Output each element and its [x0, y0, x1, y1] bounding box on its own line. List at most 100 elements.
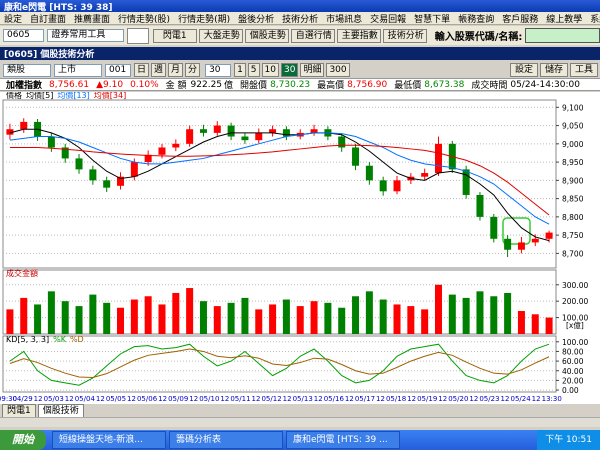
line-series	[9, 132, 550, 225]
scroll-bar	[0, 417, 600, 427]
y-tick-label: 100.00	[562, 314, 588, 323]
x-tick-label: 05/23	[479, 395, 499, 403]
interval-button[interactable]: 10	[261, 63, 279, 77]
candle-body	[365, 165, 373, 181]
action-button[interactable]: 儲存	[539, 63, 568, 77]
period-button[interactable]: 分	[185, 63, 201, 77]
task-item[interactable]: 籌碼分析表	[169, 431, 283, 449]
interval-button[interactable]: 300	[326, 63, 350, 77]
interval-button[interactable]: 30	[280, 63, 299, 77]
taskbar: 開始 短線操盤天地-新浪... 籌碼分析表 康和e閃電 [HTS: 39 ... 下…	[0, 430, 600, 450]
menu-item[interactable]: 交易回報	[370, 14, 407, 25]
action-button[interactable]: 工具	[569, 63, 598, 77]
x-tick-label: 05/09	[168, 395, 188, 403]
menu-item[interactable]: 行情走勢(期)	[178, 14, 231, 25]
y-tick-label: 300.00	[562, 281, 588, 290]
volume-bar	[158, 304, 166, 334]
toolbar-button[interactable]: 自選行情	[290, 28, 335, 43]
market-select[interactable]: 上市	[54, 63, 102, 77]
interval-button[interactable]: 1	[234, 63, 246, 77]
volume-bar	[282, 299, 290, 334]
action-group: 設定 儲存 工具	[509, 63, 600, 77]
candle-body	[434, 143, 442, 174]
legend-entry: 均價[34]	[94, 92, 126, 100]
candle-body	[144, 154, 152, 163]
candle-body	[20, 121, 28, 130]
volume-bar	[310, 301, 318, 334]
volume-bar	[324, 302, 332, 334]
count-select[interactable]: 30	[205, 63, 232, 77]
task-item[interactable]: 康和e閃電 [HTS: 39 ...	[286, 431, 400, 449]
volume-bar	[365, 291, 373, 334]
candle-body	[89, 169, 97, 181]
interval-button[interactable]: 明細	[300, 63, 325, 77]
candle-body	[517, 242, 525, 250]
action-button[interactable]: 設定	[509, 63, 538, 77]
x-tick-label: 12	[127, 395, 136, 403]
volume-bar	[199, 301, 207, 334]
menu-item[interactable]: 智慧下單	[414, 14, 451, 25]
menu-item[interactable]: 行情走勢(股)	[118, 14, 171, 25]
x-tick-label: 12	[376, 395, 385, 403]
icon-button[interactable]	[127, 27, 149, 44]
candle-body	[75, 158, 83, 170]
menu-item[interactable]: 客戶服務	[502, 14, 539, 25]
x-tick-label: 12	[220, 395, 229, 403]
x-tick-label: 05/10	[199, 395, 219, 403]
tab[interactable]: 閃電1	[2, 403, 36, 418]
volume-bar	[130, 299, 138, 334]
x-tick-label: 05/24	[510, 395, 531, 403]
tool-group-select[interactable]: 證券常用工具	[47, 29, 125, 42]
period-button[interactable]: 日	[134, 63, 150, 77]
toolbar-button[interactable]: 閃電1	[152, 28, 197, 43]
menu-item[interactable]: 帳務查詢	[458, 14, 495, 25]
legend-title: KD[5, 3, 3]	[6, 335, 49, 344]
volume-bar	[241, 297, 249, 334]
tab[interactable]: 個股技術	[37, 403, 84, 418]
volume-bar	[227, 302, 235, 334]
period-button[interactable]: 週	[151, 63, 167, 77]
menu-item[interactable]: 推薦畫面	[74, 14, 111, 25]
candle-body	[103, 180, 111, 188]
quote-name: 加權指數	[6, 81, 43, 91]
search-input[interactable]	[525, 28, 600, 43]
start-button[interactable]: 開始	[0, 430, 46, 450]
y-tick-label: 8,850	[562, 195, 584, 204]
toolbar-button[interactable]: 個股走勢	[244, 28, 289, 43]
menu-item[interactable]: 市場訊息	[326, 14, 363, 25]
volume-bar	[352, 296, 360, 334]
amount-label: 金 額	[165, 81, 187, 91]
menu-item[interactable]: 設定	[4, 14, 23, 25]
y-tick-label: 8,800	[562, 213, 584, 222]
menu-item[interactable]: 技術分析	[282, 14, 319, 25]
candle-body	[462, 169, 470, 195]
volume-bar	[545, 317, 553, 334]
x-tick-label: 05/18	[386, 395, 406, 403]
menu-item[interactable]: 盤後分析	[238, 14, 275, 25]
toolbar-button[interactable]: 技術分析	[382, 28, 427, 43]
x-tick-label: 12	[158, 395, 167, 403]
code-select[interactable]: 001	[105, 63, 131, 77]
candle-body	[338, 136, 346, 148]
window-title: 康和e閃電 [HTS: 39 38]	[4, 2, 113, 13]
interval-button[interactable]: 5	[247, 63, 260, 77]
menu-item[interactable]: 線上教學	[546, 14, 583, 25]
menu-item[interactable]: 自訂畫面	[30, 14, 67, 25]
task-item[interactable]: 短線操盤天地-新浪...	[52, 431, 166, 449]
amount-unit: 億	[224, 81, 234, 91]
volume-bar	[504, 292, 512, 334]
menu-item[interactable]: 系統說明	[590, 14, 600, 25]
category-select[interactable]: 類股	[3, 63, 51, 77]
toolbar-button[interactable]: 大盤走勢	[198, 28, 243, 43]
x-tick-label: 12	[34, 395, 43, 403]
period-button[interactable]: 月	[168, 63, 184, 77]
code-select[interactable]: 0605	[3, 29, 45, 42]
x-tick-label: 12	[252, 395, 261, 403]
search-label: 輸入股票代碼/名稱:	[434, 32, 523, 43]
x-tick-label: 12	[345, 395, 354, 403]
volume-bar	[476, 291, 484, 334]
volume-bar	[61, 301, 69, 334]
x-tick-label: 12	[96, 395, 105, 403]
toolbar-button[interactable]: 主要指數	[336, 28, 381, 43]
open: 8,730.23	[270, 79, 311, 90]
